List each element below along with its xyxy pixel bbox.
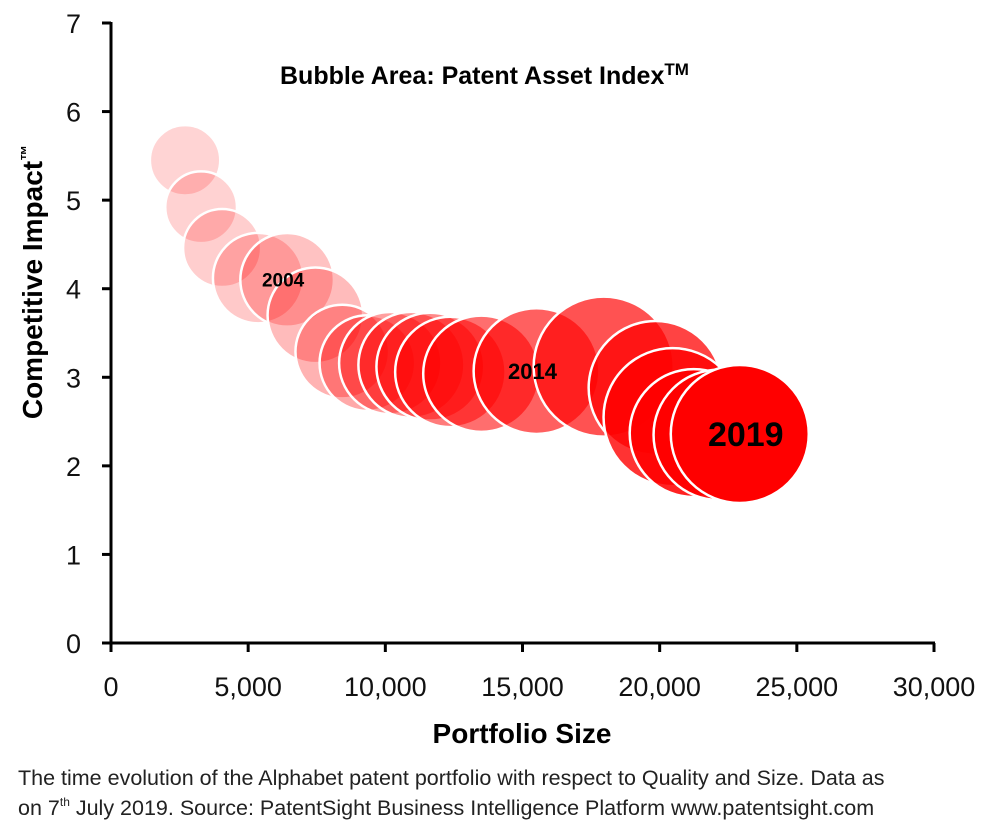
bubble [164,170,239,245]
bubble-year-label: 2019 [708,416,784,454]
bubble [211,231,305,325]
x-tick-label: 25,000 [756,672,839,702]
bubble [148,123,222,197]
x-tick-label: 10,000 [344,672,427,702]
bubble [294,303,391,400]
chart-title: Bubble Area: Patent Asset IndexTM [280,60,689,90]
x-tick-label: 15,000 [481,672,564,702]
y-ticks: 0 1 2 3 4 5 6 7 [66,9,111,659]
bubble-chart: 0 1 2 3 4 5 6 7 0 5,000 10,000 15,000 20,000 25,000 3… [17,9,975,749]
bubble-layer [148,123,811,505]
y-tick-label: 7 [66,9,81,39]
y-tick-label: 6 [66,98,81,128]
bubble-year-label: 2014 [508,359,558,384]
caption-source: July 2019. Source: PatentSight Business … [69,796,875,820]
y-tick-label: 0 [66,629,81,659]
bubble-label-layer: 2004 2014 2019 [262,271,784,455]
figure-caption: The time evolution of the Alphabet paten… [18,763,998,823]
caption-line-2: on 7th July 2019. Source: PatentSight Bu… [18,793,998,823]
y-tick-label: 3 [66,363,81,393]
x-tick-label: 5,000 [214,672,282,702]
y-tick-label: 1 [66,540,81,570]
x-tick-label: 0 [103,672,118,702]
x-tick-label: 30,000 [893,672,976,702]
bubble-year-label: 2004 [262,271,305,292]
x-axis-title: Portfolio Size [433,718,612,749]
caption-ordinal: th [59,795,70,809]
y-tick-label: 4 [66,275,81,305]
caption-line-1: The time evolution of the Alphabet paten… [18,766,885,790]
x-tick-label: 20,000 [618,672,701,702]
y-tick-label: 2 [66,452,81,482]
caption-date-prefix: on 7 [18,796,60,820]
y-tick-label: 5 [66,186,81,216]
y-axis-title: Competitive Impact™ [17,145,48,419]
bubble [239,231,336,328]
bubble [669,363,811,505]
x-ticks: 0 5,000 10,000 15,000 20,000 25,000 30,000 [103,643,975,702]
axes: 0 1 2 3 4 5 6 7 0 5,000 10,000 15,000 20,000 25,000 3… [66,9,975,702]
